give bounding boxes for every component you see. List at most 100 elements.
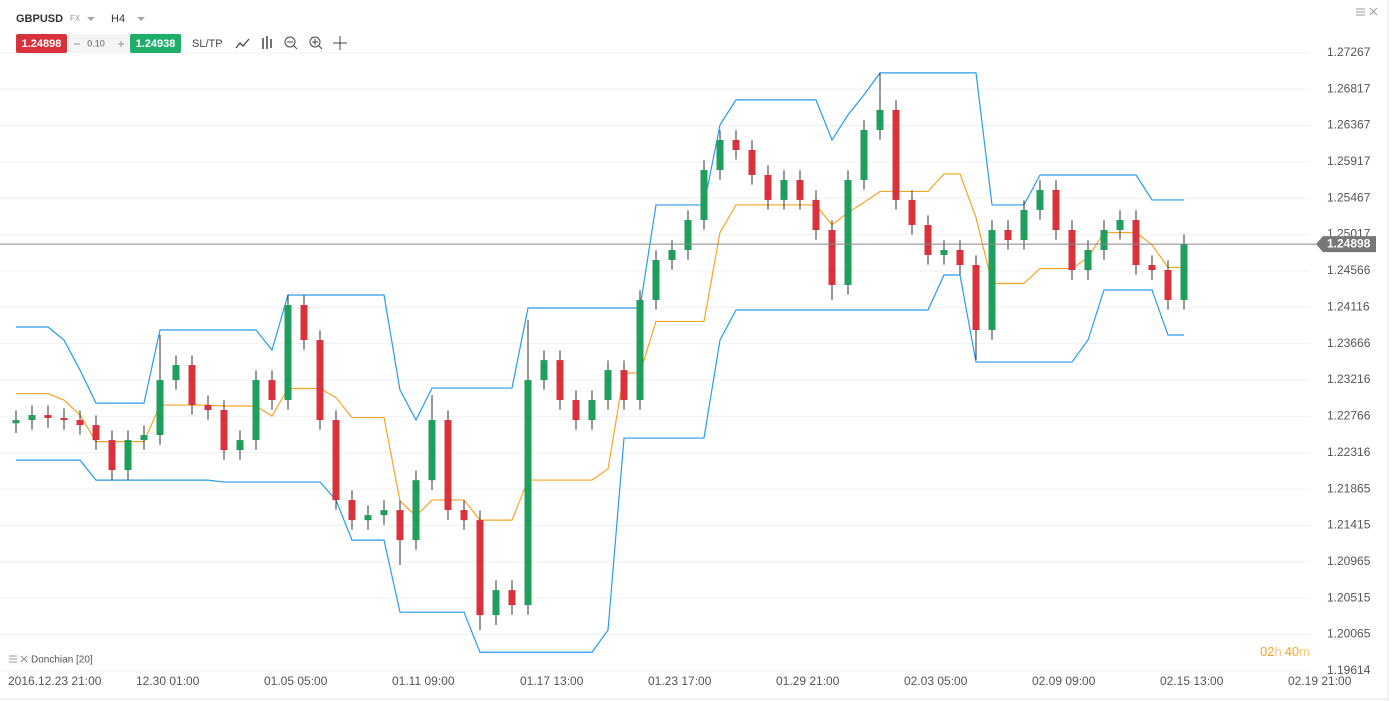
y-tick-label: 1.21865 [1327, 481, 1371, 495]
buy-button[interactable] [130, 34, 181, 53]
candle-body [316, 340, 324, 421]
candle-body [956, 249, 964, 266]
y-tick-label: 1.25467 [1327, 190, 1371, 204]
candle [588, 390, 596, 430]
candle-body [652, 260, 660, 300]
candle-body [220, 410, 228, 451]
candle-body [428, 420, 436, 481]
candle-body [460, 510, 468, 521]
countdown-hours: 02 [1260, 644, 1274, 659]
candle-body [348, 500, 356, 521]
y-tick-label: 1.24116 [1327, 300, 1370, 314]
candle [316, 330, 324, 430]
candle-body [44, 415, 52, 419]
candle [284, 294, 292, 410]
candle-body [508, 590, 516, 606]
candle-body [284, 304, 292, 401]
plus-icon[interactable] [118, 41, 124, 47]
zoom-out-icon[interactable] [284, 36, 296, 48]
candle [396, 500, 404, 566]
candle [140, 425, 148, 450]
candle-body [876, 109, 884, 130]
candle-body [556, 360, 564, 401]
candle-body [700, 169, 708, 220]
indicator-icon[interactable] [235, 38, 250, 49]
candle-body [732, 139, 740, 150]
bid-price[interactable]: 1.24898 [22, 38, 62, 50]
candle [924, 215, 932, 265]
spread: 0.10 [87, 38, 105, 48]
candle [700, 160, 708, 230]
candle [844, 170, 852, 295]
indicator-remove-icon[interactable] [20, 655, 28, 663]
candle [1180, 234, 1188, 310]
candle-body [1148, 265, 1156, 271]
candle [236, 430, 244, 460]
chart-type-icon[interactable] [262, 36, 272, 49]
candle [684, 210, 692, 260]
candle [956, 240, 964, 275]
y-tick-label: 1.26817 [1327, 81, 1371, 95]
menu-icon[interactable] [1356, 8, 1365, 16]
candle [988, 220, 996, 340]
candle-body [108, 440, 116, 471]
candle [604, 360, 612, 410]
price-tag-label: 1.24898 [1327, 236, 1371, 250]
sell-button[interactable] [16, 34, 67, 53]
candle-body [12, 420, 20, 424]
x-tick-label: 02.09 09:00 [1032, 674, 1096, 688]
candle [348, 490, 356, 530]
candle-body [1084, 249, 1092, 271]
candle-body [940, 249, 948, 256]
dropdown-caret[interactable] [87, 17, 95, 21]
candle [652, 250, 660, 310]
symbol[interactable]: GBPUSD [16, 13, 63, 25]
candle [220, 400, 228, 460]
candle-body [140, 435, 148, 441]
candle-body [364, 515, 372, 521]
candle-body [1100, 229, 1108, 250]
candle [476, 510, 484, 631]
price-tag [1316, 236, 1376, 253]
donchian-lower [16, 274, 1184, 653]
candle-body [252, 380, 260, 441]
dropdown-caret[interactable] [137, 17, 145, 21]
x-tick-label: 01.05 05:00 [264, 674, 328, 688]
candle [908, 190, 916, 235]
candle-body [908, 199, 916, 225]
candle-body [1132, 219, 1140, 266]
close-icon[interactable] [1369, 7, 1378, 16]
y-tick-label: 1.21415 [1327, 518, 1371, 532]
move-icon[interactable] [333, 36, 347, 50]
timeframe[interactable]: H4 [111, 13, 125, 25]
candle-body [492, 590, 500, 616]
candle [332, 410, 340, 510]
y-tick-label: 1.20065 [1327, 627, 1371, 641]
candle-body [396, 510, 404, 541]
candle [780, 170, 788, 210]
zoom-in-icon[interactable] [309, 36, 321, 48]
sltp-button[interactable]: SL/TP [192, 38, 223, 50]
candle [972, 255, 980, 361]
ask-price[interactable]: 1.24938 [136, 38, 176, 50]
volume-box[interactable] [68, 34, 129, 53]
candle-body [28, 415, 36, 421]
candle [892, 100, 900, 210]
candle [12, 410, 20, 433]
candle [460, 500, 468, 530]
y-tick-label: 1.20965 [1327, 554, 1371, 568]
candle-body [764, 174, 772, 200]
candle [620, 360, 628, 410]
candle-body [588, 400, 596, 421]
countdown-unit: m [1299, 644, 1310, 659]
indicator-settings-icon[interactable] [9, 655, 17, 663]
candle-body [860, 129, 868, 180]
donchian-upper [16, 72, 1184, 422]
candle [796, 170, 804, 210]
x-tick-label: 02.03 05:00 [904, 674, 968, 688]
candle-body [332, 420, 340, 501]
candle [732, 130, 740, 160]
candle [1084, 240, 1092, 280]
